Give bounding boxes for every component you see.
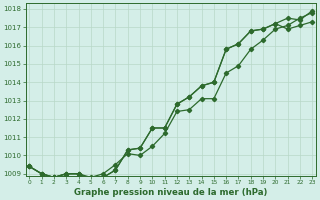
X-axis label: Graphe pression niveau de la mer (hPa): Graphe pression niveau de la mer (hPa) <box>74 188 268 197</box>
